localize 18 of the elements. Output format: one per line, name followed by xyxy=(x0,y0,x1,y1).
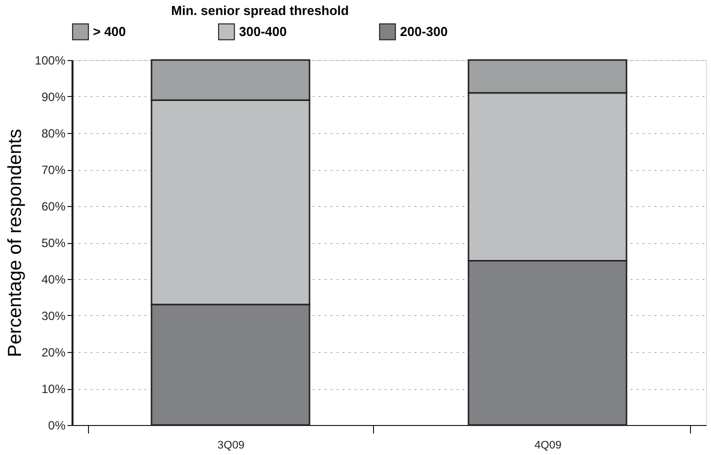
legend-title: Min. senior spread threshold xyxy=(171,3,349,18)
x-tick-label: 3Q09 xyxy=(218,440,244,452)
y-tick-label: 60% xyxy=(41,200,66,214)
y-tick-label: 10% xyxy=(41,382,66,396)
legend-label: 300-400 xyxy=(239,24,287,39)
legend-label: > 400 xyxy=(93,24,126,39)
y-tick-label: 50% xyxy=(41,236,66,250)
y-tick-label: 30% xyxy=(41,309,66,323)
y-tick-label: 80% xyxy=(41,126,66,140)
y-tick-label: 90% xyxy=(41,90,66,104)
y-tick-label: 40% xyxy=(41,272,66,286)
x-tick-label: 4Q09 xyxy=(534,440,562,452)
y-tick-label: 100% xyxy=(34,54,66,68)
y-tick-label: 20% xyxy=(41,346,66,360)
legend-label: 200-300 xyxy=(400,24,448,39)
y-axis-title: Percentage of respondents xyxy=(4,128,26,358)
y-tick-label: 0% xyxy=(48,418,66,432)
y-tick-label: 70% xyxy=(41,163,66,177)
